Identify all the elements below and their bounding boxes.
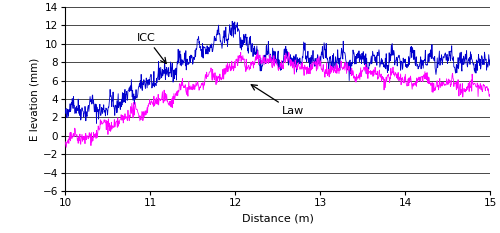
X-axis label: Distance (m): Distance (m): [242, 214, 314, 223]
Text: Law: Law: [252, 85, 304, 116]
Text: ICC: ICC: [137, 33, 166, 63]
Y-axis label: E levation (mm): E levation (mm): [30, 57, 40, 141]
